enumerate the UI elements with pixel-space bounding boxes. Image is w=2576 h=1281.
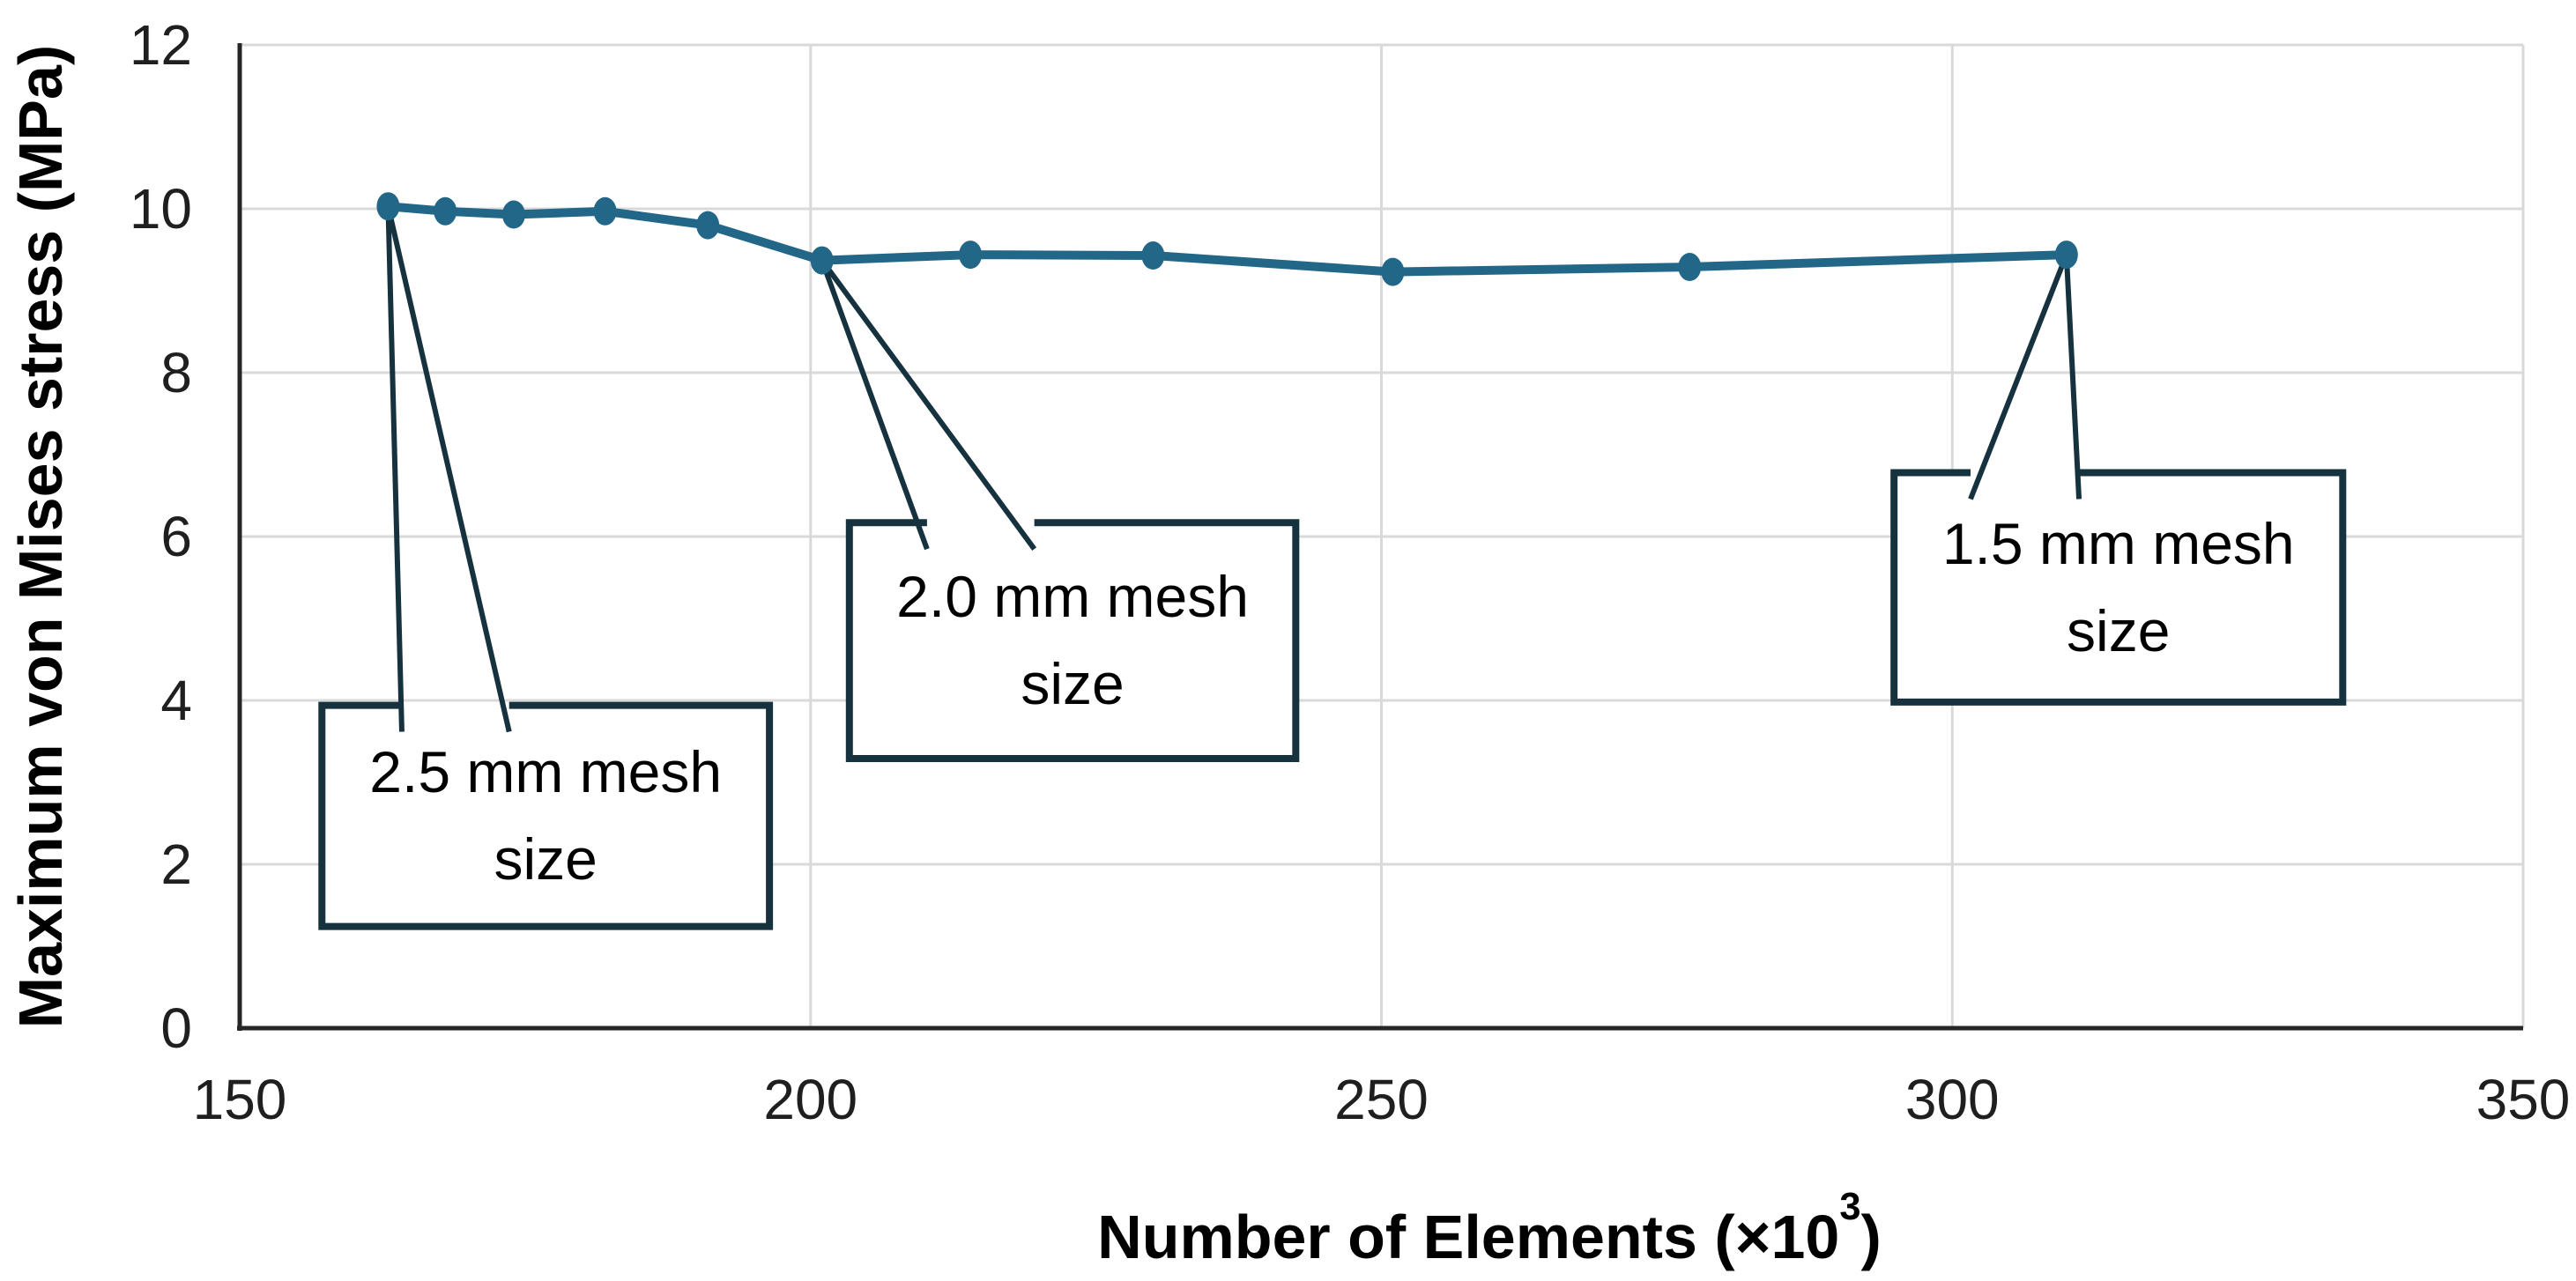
data-point-marker <box>434 196 457 226</box>
callout-box-fill <box>322 705 770 927</box>
callout-leader-line <box>385 205 512 733</box>
y-tick-label: 12 <box>130 13 192 77</box>
y-axis-title: Maximum von Mises stress (MPa) <box>6 44 75 1029</box>
x-axis-title-suffix: ) <box>1860 1203 1882 1271</box>
data-point-marker <box>1678 253 1702 282</box>
y-tick-label: 2 <box>160 833 192 896</box>
data-point-marker <box>959 241 983 270</box>
y-tick-label: 6 <box>160 505 192 568</box>
x-axis-title-superscript: 3 <box>1839 1186 1861 1229</box>
callout-leader-line <box>2063 254 2082 500</box>
y-tick-label: 8 <box>160 341 192 404</box>
callout-box-border <box>845 519 1300 763</box>
callout-leader-line <box>819 259 930 551</box>
callout-leader-line <box>820 258 1037 551</box>
x-tick-label: 350 <box>2476 1068 2571 1131</box>
x-axis-title-text: Number of Elements (×10 <box>1097 1203 1840 1271</box>
callout-leader-line <box>1968 253 2069 500</box>
x-tick-label: 250 <box>1334 1068 1429 1131</box>
x-tick-label: 300 <box>1905 1068 2000 1131</box>
data-point-marker <box>1141 241 1165 270</box>
callout-box-fill <box>849 522 1296 759</box>
callout-box-border <box>318 701 774 930</box>
callout-box-border <box>1890 469 2347 706</box>
callout-leader-line <box>385 206 405 732</box>
data-point-marker <box>1381 257 1405 286</box>
data-point-marker <box>696 211 720 240</box>
data-point-marker <box>501 200 525 229</box>
y-tick-label: 4 <box>160 669 192 732</box>
series-line <box>383 202 2071 277</box>
x-tick-label: 150 <box>193 1068 287 1131</box>
y-tick-label: 10 <box>130 177 192 241</box>
data-point-marker <box>2054 241 2078 270</box>
x-tick-label: 200 <box>763 1068 857 1131</box>
data-point-marker <box>810 246 834 275</box>
y-tick-label: 0 <box>160 996 192 1060</box>
data-point-marker <box>593 196 617 226</box>
x-axis-title: Number of Elements (×103) <box>1097 1186 1882 1272</box>
callout-box-fill <box>1894 472 2343 702</box>
data-point-marker <box>376 192 400 221</box>
